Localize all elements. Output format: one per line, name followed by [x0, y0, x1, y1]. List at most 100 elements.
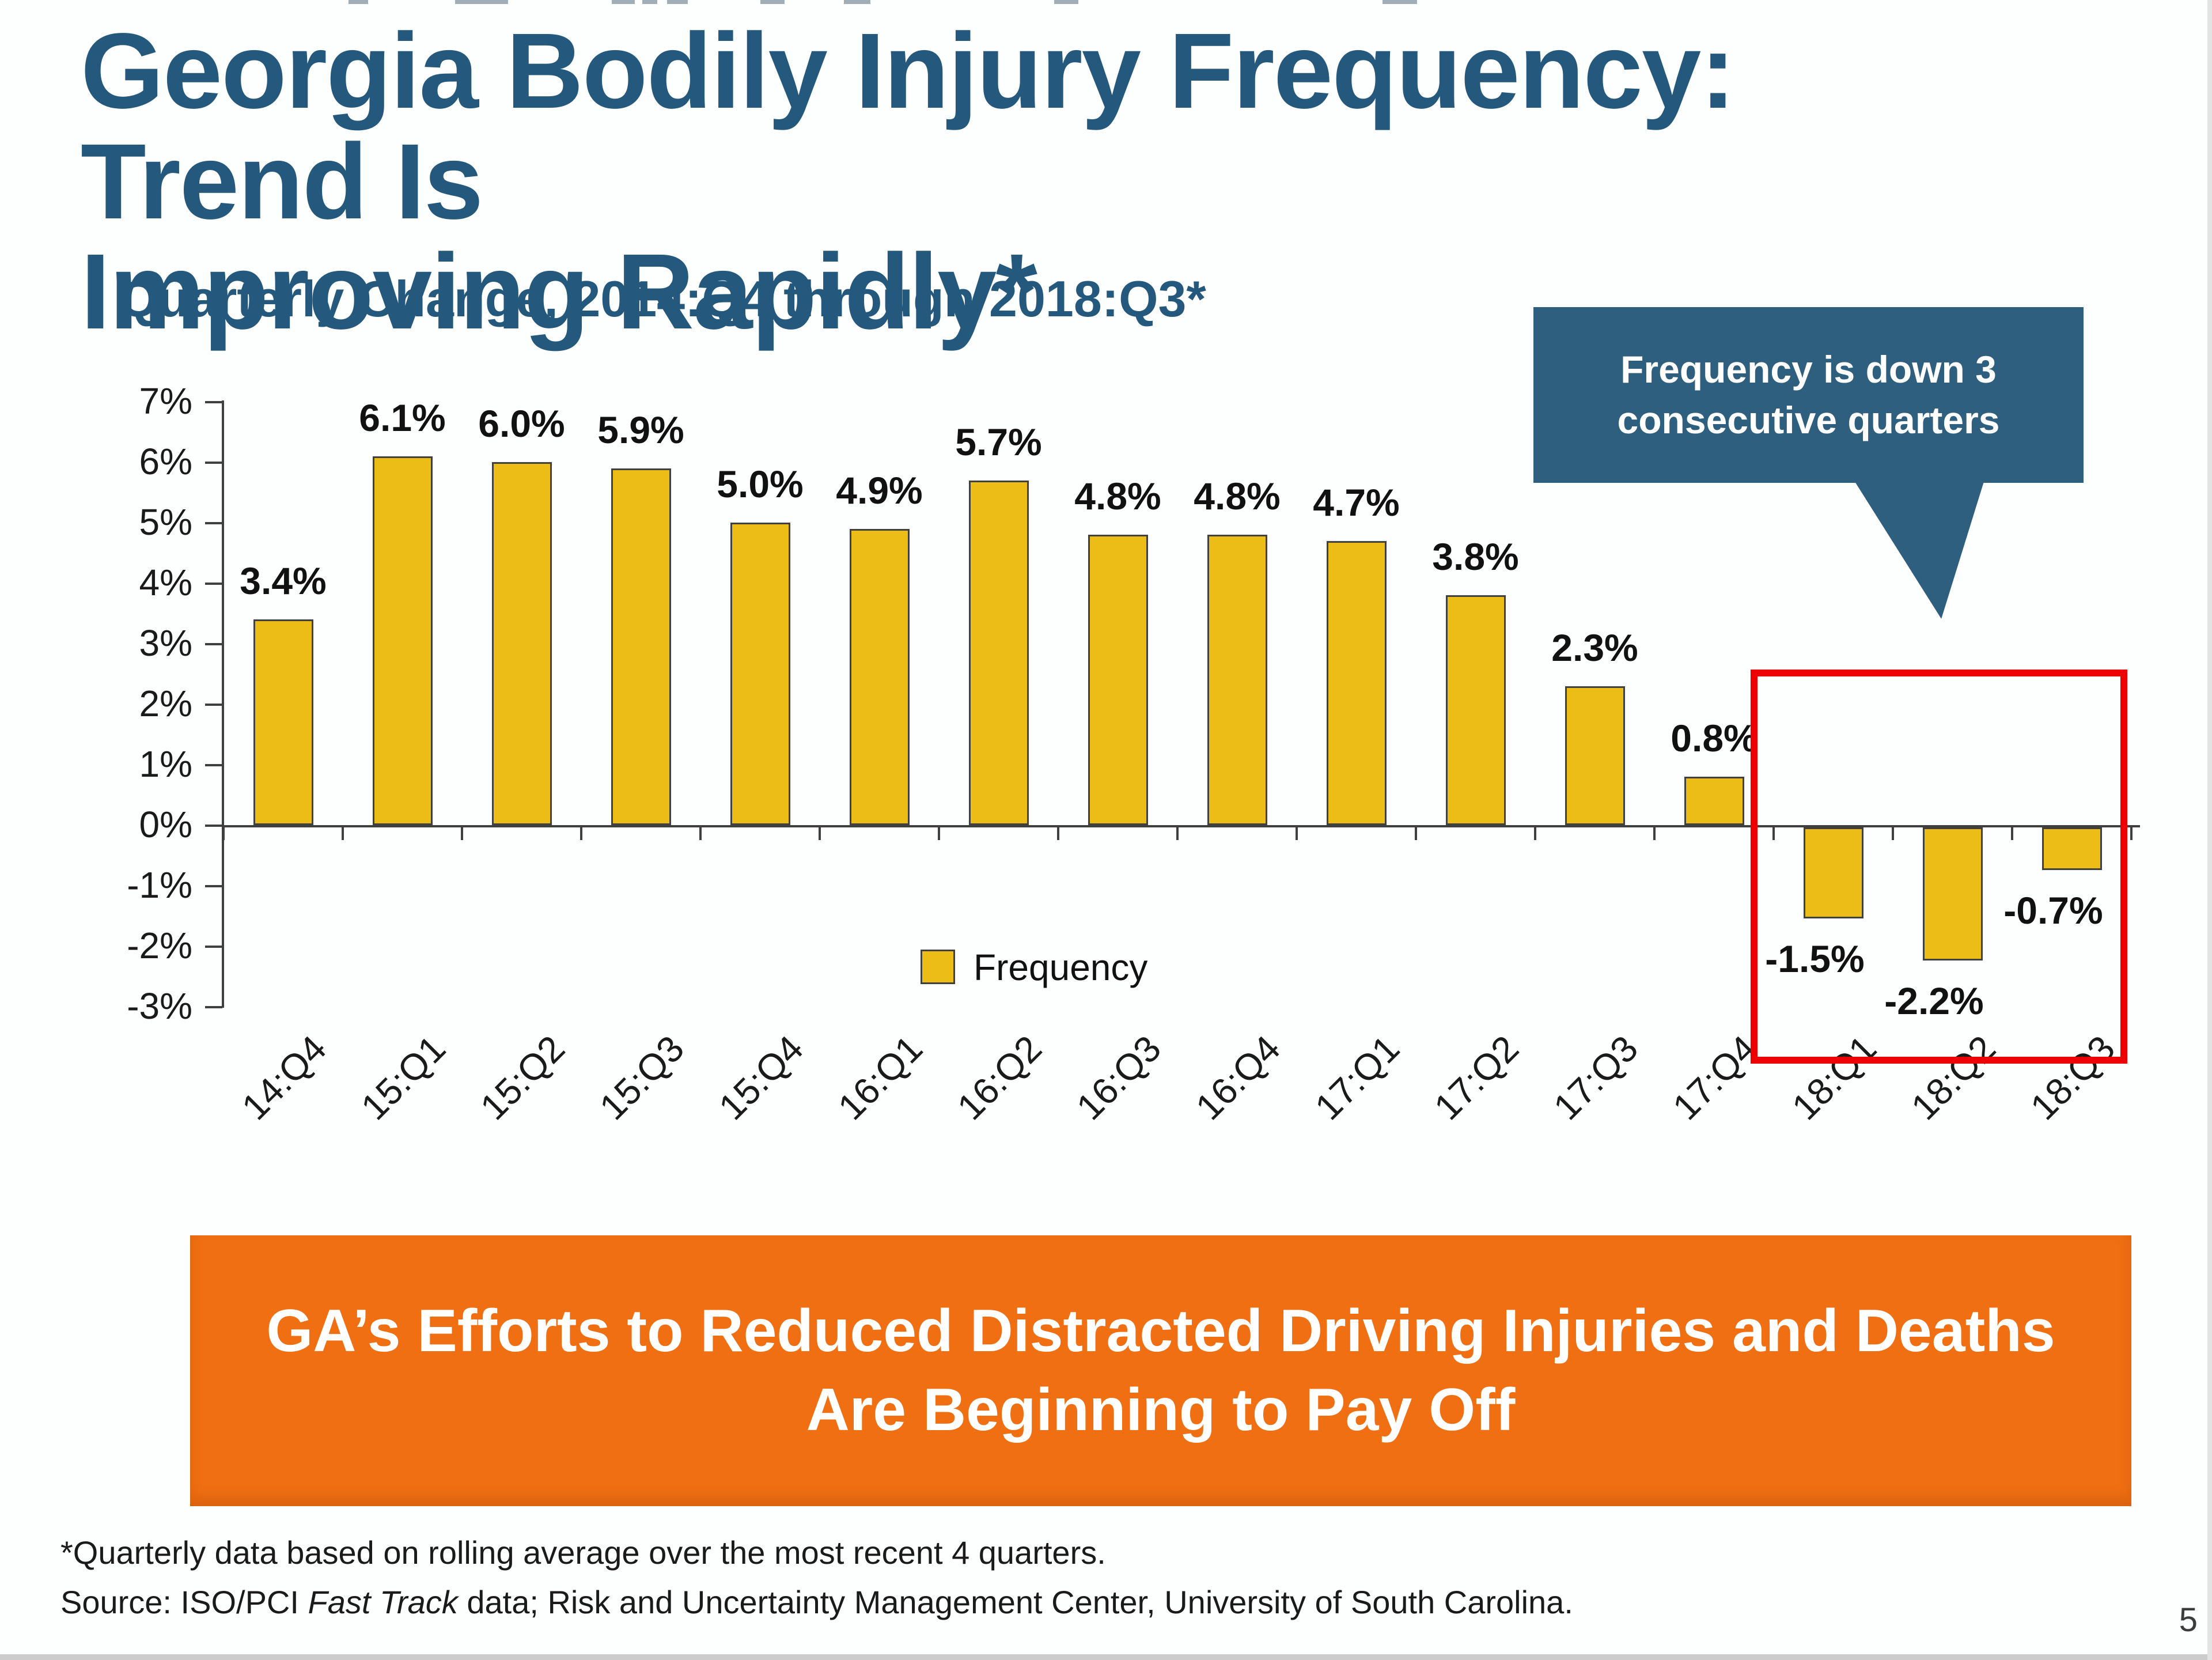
y-tick [205, 401, 222, 403]
bar-15:Q4 [730, 523, 790, 825]
bar-value-label: 4.9% [836, 468, 923, 512]
bar-18:Q2 [1922, 827, 1983, 961]
y-axis-line [222, 400, 224, 1008]
top-edge-mark [1382, 0, 1417, 4]
bar-18:Q3 [2041, 827, 2102, 870]
y-tick-label: 7% [139, 380, 193, 422]
footnote-source-prefix: Source: ISO/PCI [60, 1584, 308, 1620]
x-tick [461, 827, 463, 840]
page-title-line1: Georgia Bodily Injury Frequency: Trend I… [81, 12, 1736, 241]
bar-value-label: 3.4% [240, 559, 327, 602]
bar-value-label: 4.8% [1194, 475, 1281, 517]
banner-line1: GA’s Efforts to Reduced Distracted Drivi… [266, 1297, 2055, 1364]
legend-swatch [921, 950, 955, 984]
x-tick [2011, 827, 2013, 840]
x-tick [699, 827, 702, 840]
top-edge-mark [844, 0, 870, 4]
y-tick [205, 946, 222, 948]
bar-value-label: -1.5% [1765, 937, 1865, 980]
x-tick [1892, 827, 1894, 840]
page-title: Georgia Bodily Injury Frequency: Trend I… [81, 16, 2039, 347]
x-tick [2130, 827, 2133, 840]
bar-value-label: -0.7% [2003, 888, 2103, 932]
x-tick [1653, 827, 1656, 840]
bar-16:Q3 [1088, 535, 1148, 825]
x-tick [1296, 827, 1298, 840]
top-edge-mark [642, 0, 657, 4]
y-tick-label: 4% [139, 562, 193, 603]
bar-value-label: 6.0% [478, 402, 565, 445]
page-number: 5 [2179, 1601, 2198, 1639]
top-edge-mark [455, 0, 508, 4]
x-tick [222, 827, 225, 840]
y-tick-label: 1% [139, 743, 193, 785]
bar-value-label: 2.3% [1551, 626, 1638, 669]
bar-17:Q4 [1684, 777, 1744, 825]
banner: GA’s Efforts to Reduced Distracted Drivi… [190, 1235, 2131, 1506]
callout-line1: Frequency is down 3 [1620, 348, 1997, 391]
y-tick [205, 462, 222, 464]
x-tick [938, 827, 940, 840]
bar-18:Q1 [1803, 827, 1863, 918]
y-tick-label: -3% [127, 985, 192, 1027]
footnote-source: Source: ISO/PCI Fast Track data; Risk an… [60, 1583, 1961, 1621]
y-tick-label: 3% [139, 622, 193, 664]
footnote-rolling-average: *Quarterly data based on rolling average… [60, 1534, 1106, 1571]
legend-label: Frequency [974, 947, 1148, 988]
footnote-source-suffix: data; Risk and Uncertainty Management Ce… [457, 1584, 1573, 1620]
bar-14:Q4 [253, 619, 313, 825]
page-title-line2: Improving Rapidly* [81, 232, 1037, 352]
right-edge [2207, 0, 2212, 1660]
y-tick [205, 825, 222, 827]
bar-value-label: 5.0% [717, 463, 804, 505]
bar-16:Q4 [1207, 535, 1267, 825]
bar-15:Q1 [372, 456, 433, 825]
y-tick [205, 885, 222, 887]
bar-value-label: 6.1% [359, 396, 446, 439]
y-tick [205, 522, 222, 524]
x-tick [1415, 827, 1417, 840]
highlight-box [1751, 670, 2127, 1064]
callout: Frequency is down 3 consecutive quarters [1533, 307, 2084, 483]
y-tick [205, 1006, 222, 1008]
y-tick-label: 2% [139, 683, 193, 724]
callout-line2: consecutive quarters [1617, 398, 2000, 441]
y-tick [205, 643, 222, 645]
bar-15:Q3 [611, 468, 671, 825]
bar-value-label: 5.9% [597, 408, 684, 451]
top-edge-mark [1054, 0, 1078, 4]
legend: Frequency [921, 947, 1266, 988]
bar-value-label: -2.2% [1884, 980, 1984, 1022]
banner-line2: Are Beginning to Pay Off [806, 1377, 1516, 1443]
y-tick-label: 5% [139, 501, 193, 543]
top-edge-mark [667, 0, 688, 4]
x-tick [1534, 827, 1536, 840]
footnote-source-italic: Fast Track [308, 1584, 458, 1620]
bar-17:Q1 [1326, 540, 1387, 825]
bottom-edge [0, 1654, 2212, 1660]
x-tick [819, 827, 821, 840]
bar-value-label: 3.8% [1432, 535, 1519, 578]
top-edge-mark [612, 0, 635, 4]
y-tick-label: 6% [139, 441, 193, 482]
bar-16:Q2 [968, 480, 1029, 825]
chart-title: Quarterly Change, 2014:Q4 through 2018:Q… [119, 270, 1206, 327]
bar-value-label: 4.7% [1313, 481, 1400, 524]
x-axis-line [222, 825, 2140, 827]
x-tick [342, 827, 344, 840]
bar-17:Q3 [1565, 686, 1625, 825]
y-tick-label: -1% [127, 864, 192, 906]
x-tick [1772, 827, 1775, 840]
y-tick [205, 583, 222, 585]
bar-15:Q2 [491, 462, 552, 825]
bar-16:Q1 [849, 528, 910, 825]
y-tick-label: -2% [127, 925, 192, 966]
x-tick [1176, 827, 1179, 840]
top-edge-mark [349, 0, 368, 4]
bar-value-label: 0.8% [1671, 717, 1758, 759]
bar-value-label: 4.8% [1074, 475, 1161, 517]
x-tick [580, 827, 582, 840]
x-tick [1057, 827, 1059, 840]
